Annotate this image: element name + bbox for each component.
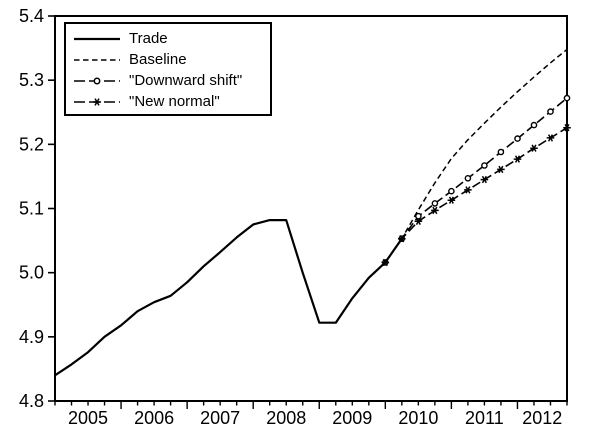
y-tick-label: 5.2: [19, 134, 44, 154]
asterisk-marker: [464, 186, 472, 194]
y-tick-label: 4.9: [19, 327, 44, 347]
asterisk-marker: [480, 175, 489, 184]
y-axis: 5.4 5.3 5.2 5.1 5.0 4.9 4.8: [19, 6, 55, 411]
baseline-line-swatch-icon: [74, 58, 120, 61]
asterisk-marker: [447, 196, 456, 204]
downward-shift-line-swatch-icon: [74, 77, 120, 84]
legend-item-trade: Trade: [72, 28, 264, 49]
legend-item-baseline: Baseline: [72, 49, 264, 70]
x-tick-label: 2008: [266, 408, 306, 428]
asterisk-marker: [530, 144, 538, 152]
asterisk-marker: [563, 124, 571, 132]
circle-marker: [530, 121, 538, 129]
circle-marker: [547, 108, 554, 115]
asterisk-marker: [431, 206, 439, 215]
y-tick-label: 4.8: [19, 391, 44, 411]
y-tick-label: 5.0: [19, 263, 44, 283]
new-normal-line-swatch-icon: [74, 97, 120, 106]
x-tick-label: 2011: [465, 408, 504, 428]
legend-label-downward-shift: "Downward shift": [129, 72, 243, 89]
circle-marker: [497, 148, 505, 156]
legend-item-downward-shift: "Downward shift": [72, 70, 264, 91]
x-tick-label: 2010: [398, 408, 438, 428]
circle-marker: [464, 174, 472, 182]
x-tick-label: 2012: [522, 408, 562, 428]
trade-line-swatch-icon: [74, 37, 120, 40]
circle-marker: [563, 94, 571, 102]
x-tick-label: 2007: [200, 408, 240, 428]
legend-item-new-normal: "New normal": [72, 91, 264, 112]
series-new-normal: [381, 124, 571, 267]
asterisk-marker: [497, 165, 505, 174]
circle-marker: [514, 135, 521, 142]
circle-marker: [448, 187, 455, 195]
asterisk-marker: [414, 217, 423, 225]
legend-label-baseline: Baseline: [129, 51, 187, 68]
x-axis: 2005 2006 2007 2008 2009 2010 2011 2012: [54, 401, 568, 428]
circle-marker: [481, 162, 488, 169]
series-baseline: [384, 48, 568, 263]
series-trade: [54, 219, 403, 377]
legend-label-trade: Trade: [129, 30, 168, 47]
circle-marker: [431, 200, 439, 207]
y-tick-label: 5.4: [19, 6, 44, 26]
x-tick-label: 2005: [68, 408, 108, 428]
legend-label-new-normal: "New normal": [129, 93, 220, 110]
x-tick-label: 2009: [332, 408, 372, 428]
x-tick-label: 2006: [134, 408, 174, 428]
circle-marker: [415, 212, 422, 220]
y-tick-label: 5.3: [19, 70, 44, 90]
asterisk-marker: [513, 155, 522, 163]
asterisk-marker: [546, 134, 555, 142]
series-downward-shift: [381, 94, 571, 266]
legend: Trade Baseline "Downward shift" "New nor…: [64, 22, 272, 116]
y-tick-label: 5.1: [19, 199, 44, 219]
